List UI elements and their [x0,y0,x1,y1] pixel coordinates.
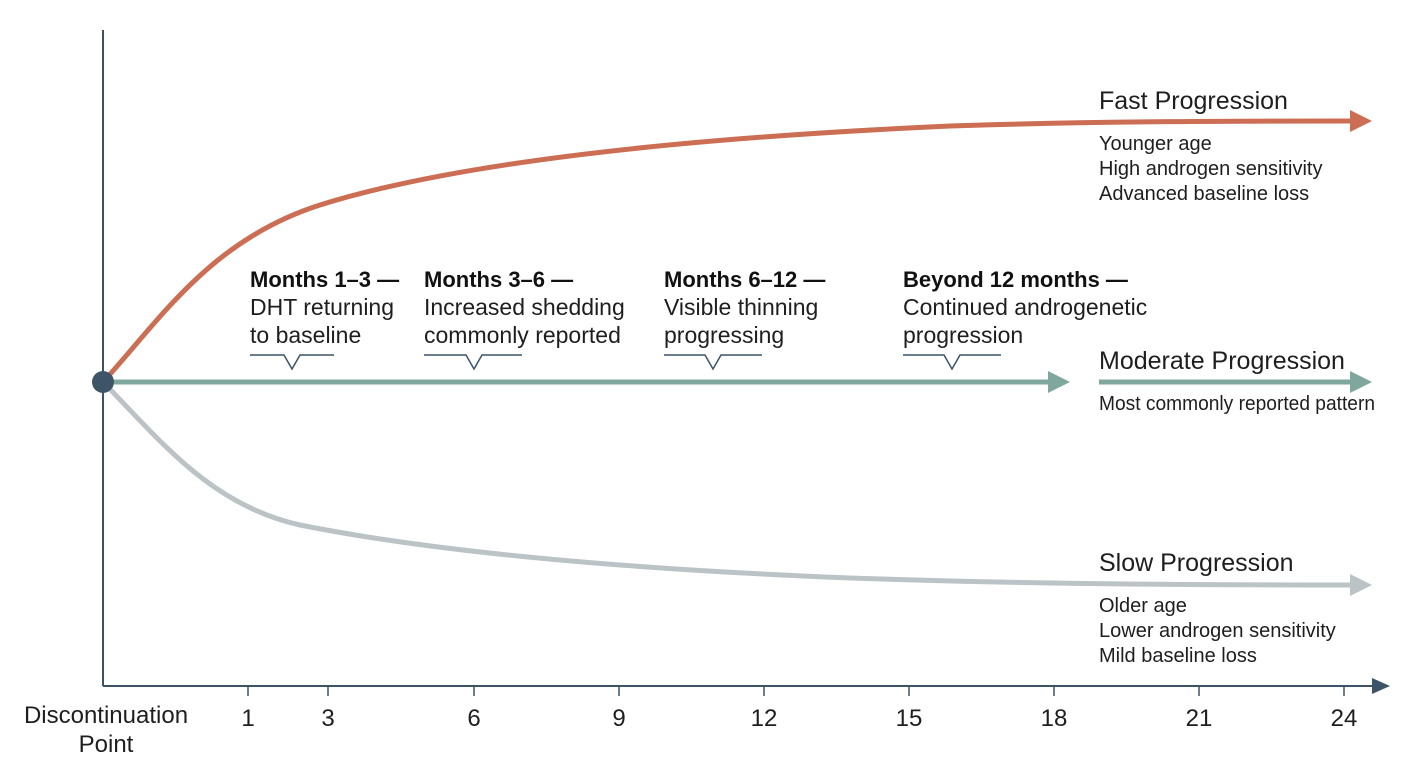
trajectory-note: Advanced baseline loss [1099,183,1309,205]
tick-label: 6 [467,705,480,732]
slow-progression-arrowhead [1350,574,1372,596]
phase-line: Increased shedding [424,294,625,320]
phase-line: progression [903,322,1023,348]
trajectory-note: Mild baseline loss [1099,645,1257,667]
trajectory-note: Lower androgen sensitivity [1099,620,1336,642]
phase-line: Visible thinning [664,294,818,320]
discontinuation-point-marker [92,371,114,393]
trajectory-note: Most commonly reported pattern [1099,393,1375,415]
phase-bracket [903,354,1001,371]
trajectory-title: Fast Progression [1099,87,1288,115]
tick-label: 15 [896,705,923,732]
phase-heading: Months 6–12 — [664,267,825,292]
x-axis-ticks: 1 3 6 9 12 15 18 21 24 [241,686,1357,732]
phase-months-1-3: Months 1–3 — DHT returning to baseline [250,267,399,371]
tick-label: 3 [321,705,334,732]
trajectory-note: High androgen sensitivity [1099,158,1322,180]
tick-label: 9 [612,705,625,732]
phase-bracket [664,354,762,371]
phase-line: DHT returning [250,294,394,320]
phase-beyond-12-months: Beyond 12 months — Continued androgeneti… [903,267,1147,371]
trajectory-title: Moderate Progression [1099,347,1345,375]
phase-heading: Beyond 12 months — [903,267,1128,292]
phase-heading: Months 3–6 — [424,267,573,292]
moderate-progression-arrowhead [1350,371,1372,393]
slow-progression-label: Slow Progression Older age Lower androge… [1099,549,1336,667]
trajectory-title: Slow Progression [1099,549,1294,577]
phase-line: Continued androgenetic [903,294,1147,320]
phase-bracket [250,354,334,371]
phase-bracket [424,354,522,371]
origin-label-line1: Discontinuation [24,702,188,729]
phase-heading: Months 1–3 — [250,267,399,292]
tick-label: 1 [241,705,254,732]
tick-label: 18 [1041,705,1068,732]
moderate-progression-arrowhead-mid [1048,371,1070,393]
tick-label: 24 [1331,705,1358,732]
phase-line: progressing [664,322,784,348]
tick-label: 12 [751,705,778,732]
slow-progression-curve [100,379,1355,588]
origin-label-line2: Point [79,731,134,758]
phase-line: commonly reported [424,322,621,348]
fast-progression-curve [100,118,1355,385]
x-axis-arrowhead [1372,678,1390,694]
tick-label: 21 [1186,705,1213,732]
fast-progression-label: Fast Progression Younger age High androg… [1099,87,1322,205]
phase-months-6-12: Months 6–12 — Visible thinning progressi… [664,267,825,371]
trajectory-note: Younger age [1099,133,1212,155]
phase-months-3-6: Months 3–6 — Increased shedding commonly… [424,267,625,371]
moderate-progression-label: Moderate Progression Most commonly repor… [1099,347,1375,415]
fast-progression-arrowhead [1350,110,1372,132]
trajectory-note: Older age [1099,595,1187,617]
phase-line: to baseline [250,322,361,348]
